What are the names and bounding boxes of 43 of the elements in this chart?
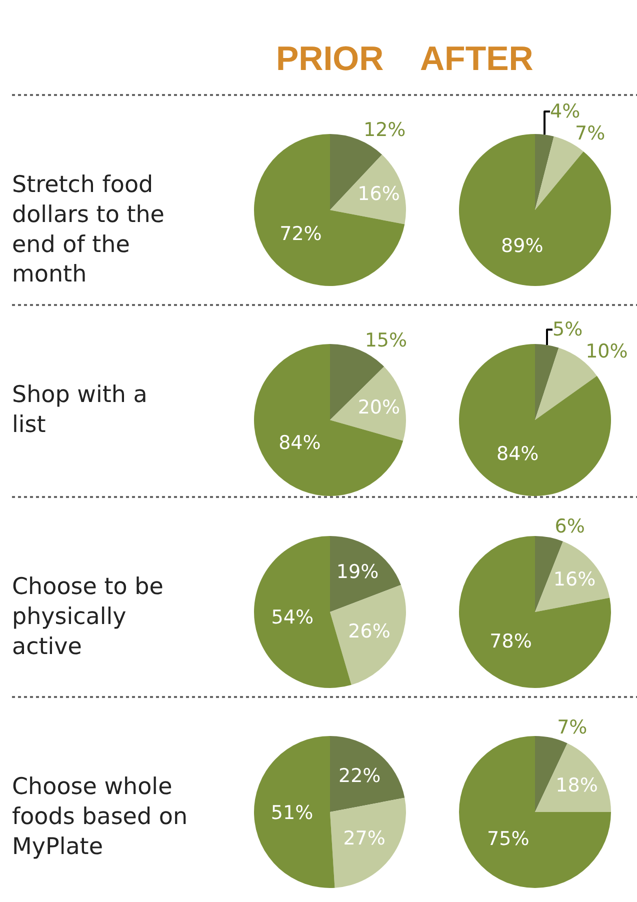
data-label: 27% [343, 828, 386, 850]
pie-slice [459, 736, 611, 888]
data-label: 5% [552, 318, 583, 341]
pie-slice [330, 736, 405, 812]
data-label: 16% [553, 568, 596, 590]
data-label: 6% [554, 516, 585, 538]
data-label: 15% [364, 330, 408, 352]
data-label: 54% [271, 606, 314, 628]
text: Choose whole foods based on MyPlate [12, 774, 188, 860]
pie-slice [535, 344, 559, 420]
chart-title: AFTER [420, 40, 534, 78]
data-label: 12% [363, 118, 406, 141]
data-label: 78% [490, 630, 532, 652]
data-label: 51% [270, 802, 314, 824]
data-label: 84% [496, 442, 539, 465]
text: Shop with a list [12, 382, 148, 438]
data-label: 26% [348, 620, 390, 642]
text: Choose to be physically active [12, 574, 164, 660]
data-label: 84% [278, 432, 321, 454]
data-label: 89% [501, 234, 544, 257]
chart-title: PRIOR [276, 40, 384, 78]
data-label: 4% [550, 100, 580, 123]
data-label: 10% [586, 340, 628, 363]
pie-slice [254, 736, 335, 888]
pie-slice [459, 536, 611, 688]
data-label: 7% [575, 122, 606, 145]
data-label: 22% [338, 765, 381, 788]
pie-slice [330, 584, 406, 685]
data-label: 19% [336, 561, 379, 584]
data-label: 20% [358, 396, 400, 418]
text: Stretch food dollars to the end of the month [12, 172, 164, 288]
pie-slice [330, 798, 406, 888]
data-label: 7% [557, 716, 588, 738]
pie-slice [330, 154, 406, 224]
pie-slice [330, 366, 406, 441]
pie-slice [535, 134, 554, 210]
pie-slice [330, 536, 401, 612]
data-label: 16% [358, 183, 400, 206]
pie-slice [535, 743, 611, 812]
data-label: 72% [280, 223, 322, 246]
data-label: 75% [487, 828, 530, 850]
data-label: 18% [556, 774, 598, 796]
pie-slice [535, 541, 610, 612]
